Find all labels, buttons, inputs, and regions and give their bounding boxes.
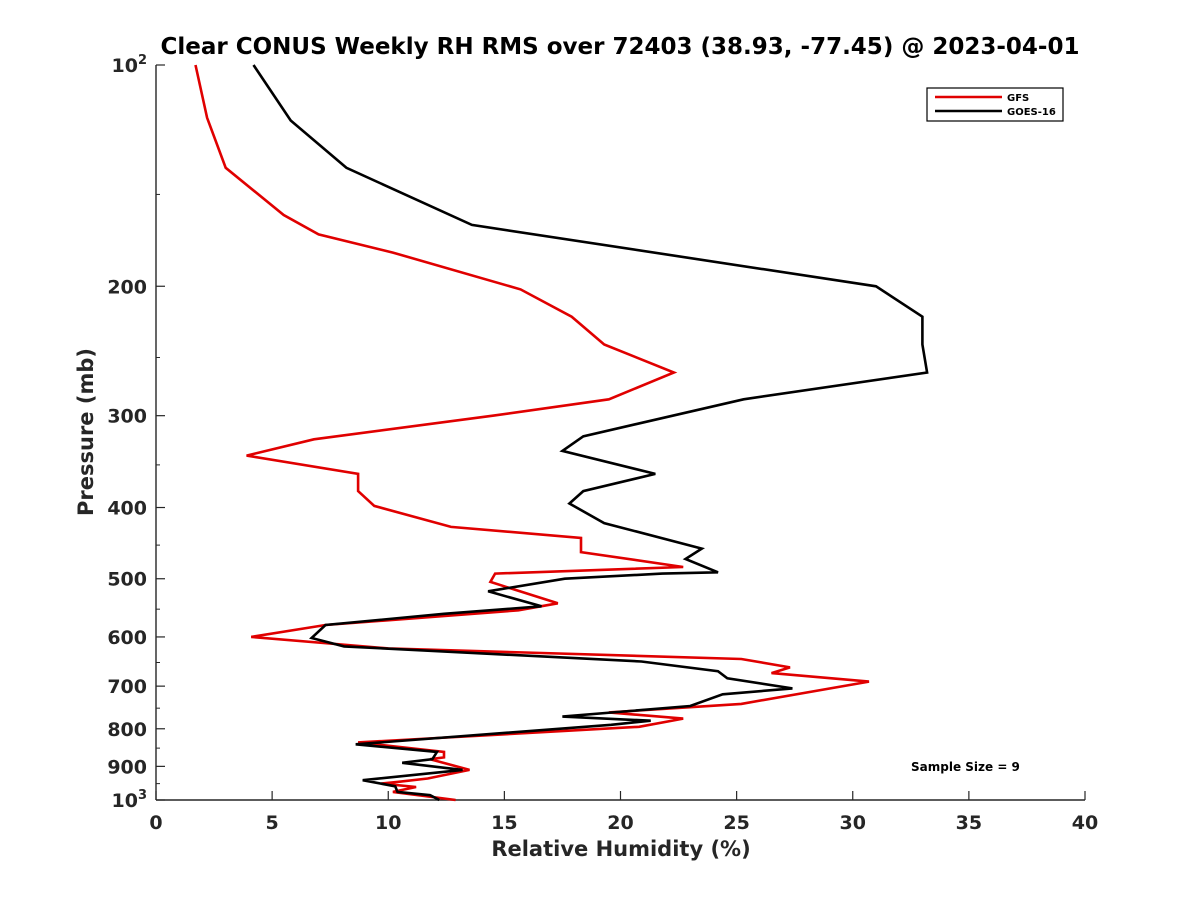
- y-tick-label-9: 103: [112, 788, 148, 812]
- y-axis-label: Pressure (mb): [74, 348, 98, 516]
- x-tick-label-4: 20: [607, 812, 633, 834]
- series-line-gfs: [194, 64, 870, 802]
- y-tick-label-2: 300: [107, 406, 147, 428]
- x-tick-label-2: 10: [375, 812, 401, 834]
- plot-axes: 0 5 10 15 20 25 30 35 40 102 200 300 400 500 600 700 800…: [107, 53, 1098, 834]
- y-tick-label-0: 102: [112, 53, 148, 77]
- x-tick-label-6: 30: [840, 812, 866, 834]
- legend-box: [926, 87, 1064, 122]
- x-tick-label-0: 0: [149, 812, 162, 834]
- legend-label-gfs: GFS: [1007, 93, 1029, 104]
- y-tick-label-6: 700: [107, 676, 147, 698]
- x-tick-label-3: 15: [491, 812, 517, 834]
- legend-label-goes16: GOES-16: [1007, 107, 1056, 118]
- plot-series: [194, 64, 929, 802]
- y-tick-label-5: 600: [107, 627, 147, 649]
- x-tick-label-5: 25: [723, 812, 749, 834]
- legend: GFS GOES-16: [926, 87, 1064, 122]
- y-tick-label-8: 900: [107, 756, 147, 778]
- chart-title: Clear CONUS Weekly RH RMS over 72403 (38…: [161, 34, 1080, 60]
- y-tick-label-1: 200: [107, 276, 147, 298]
- x-tick-label-7: 35: [956, 812, 982, 834]
- x-tick-label-1: 5: [266, 812, 279, 834]
- series-line-goes16: [252, 64, 929, 802]
- y-tick-label-7: 800: [107, 719, 147, 741]
- x-axis-label: Relative Humidity (%): [491, 837, 750, 861]
- sample-size-annotation: Sample Size = 9: [911, 760, 1020, 774]
- y-tick-label-3: 400: [107, 498, 147, 520]
- x-tick-label-8: 40: [1072, 812, 1098, 834]
- y-tick-label-4: 500: [107, 569, 147, 591]
